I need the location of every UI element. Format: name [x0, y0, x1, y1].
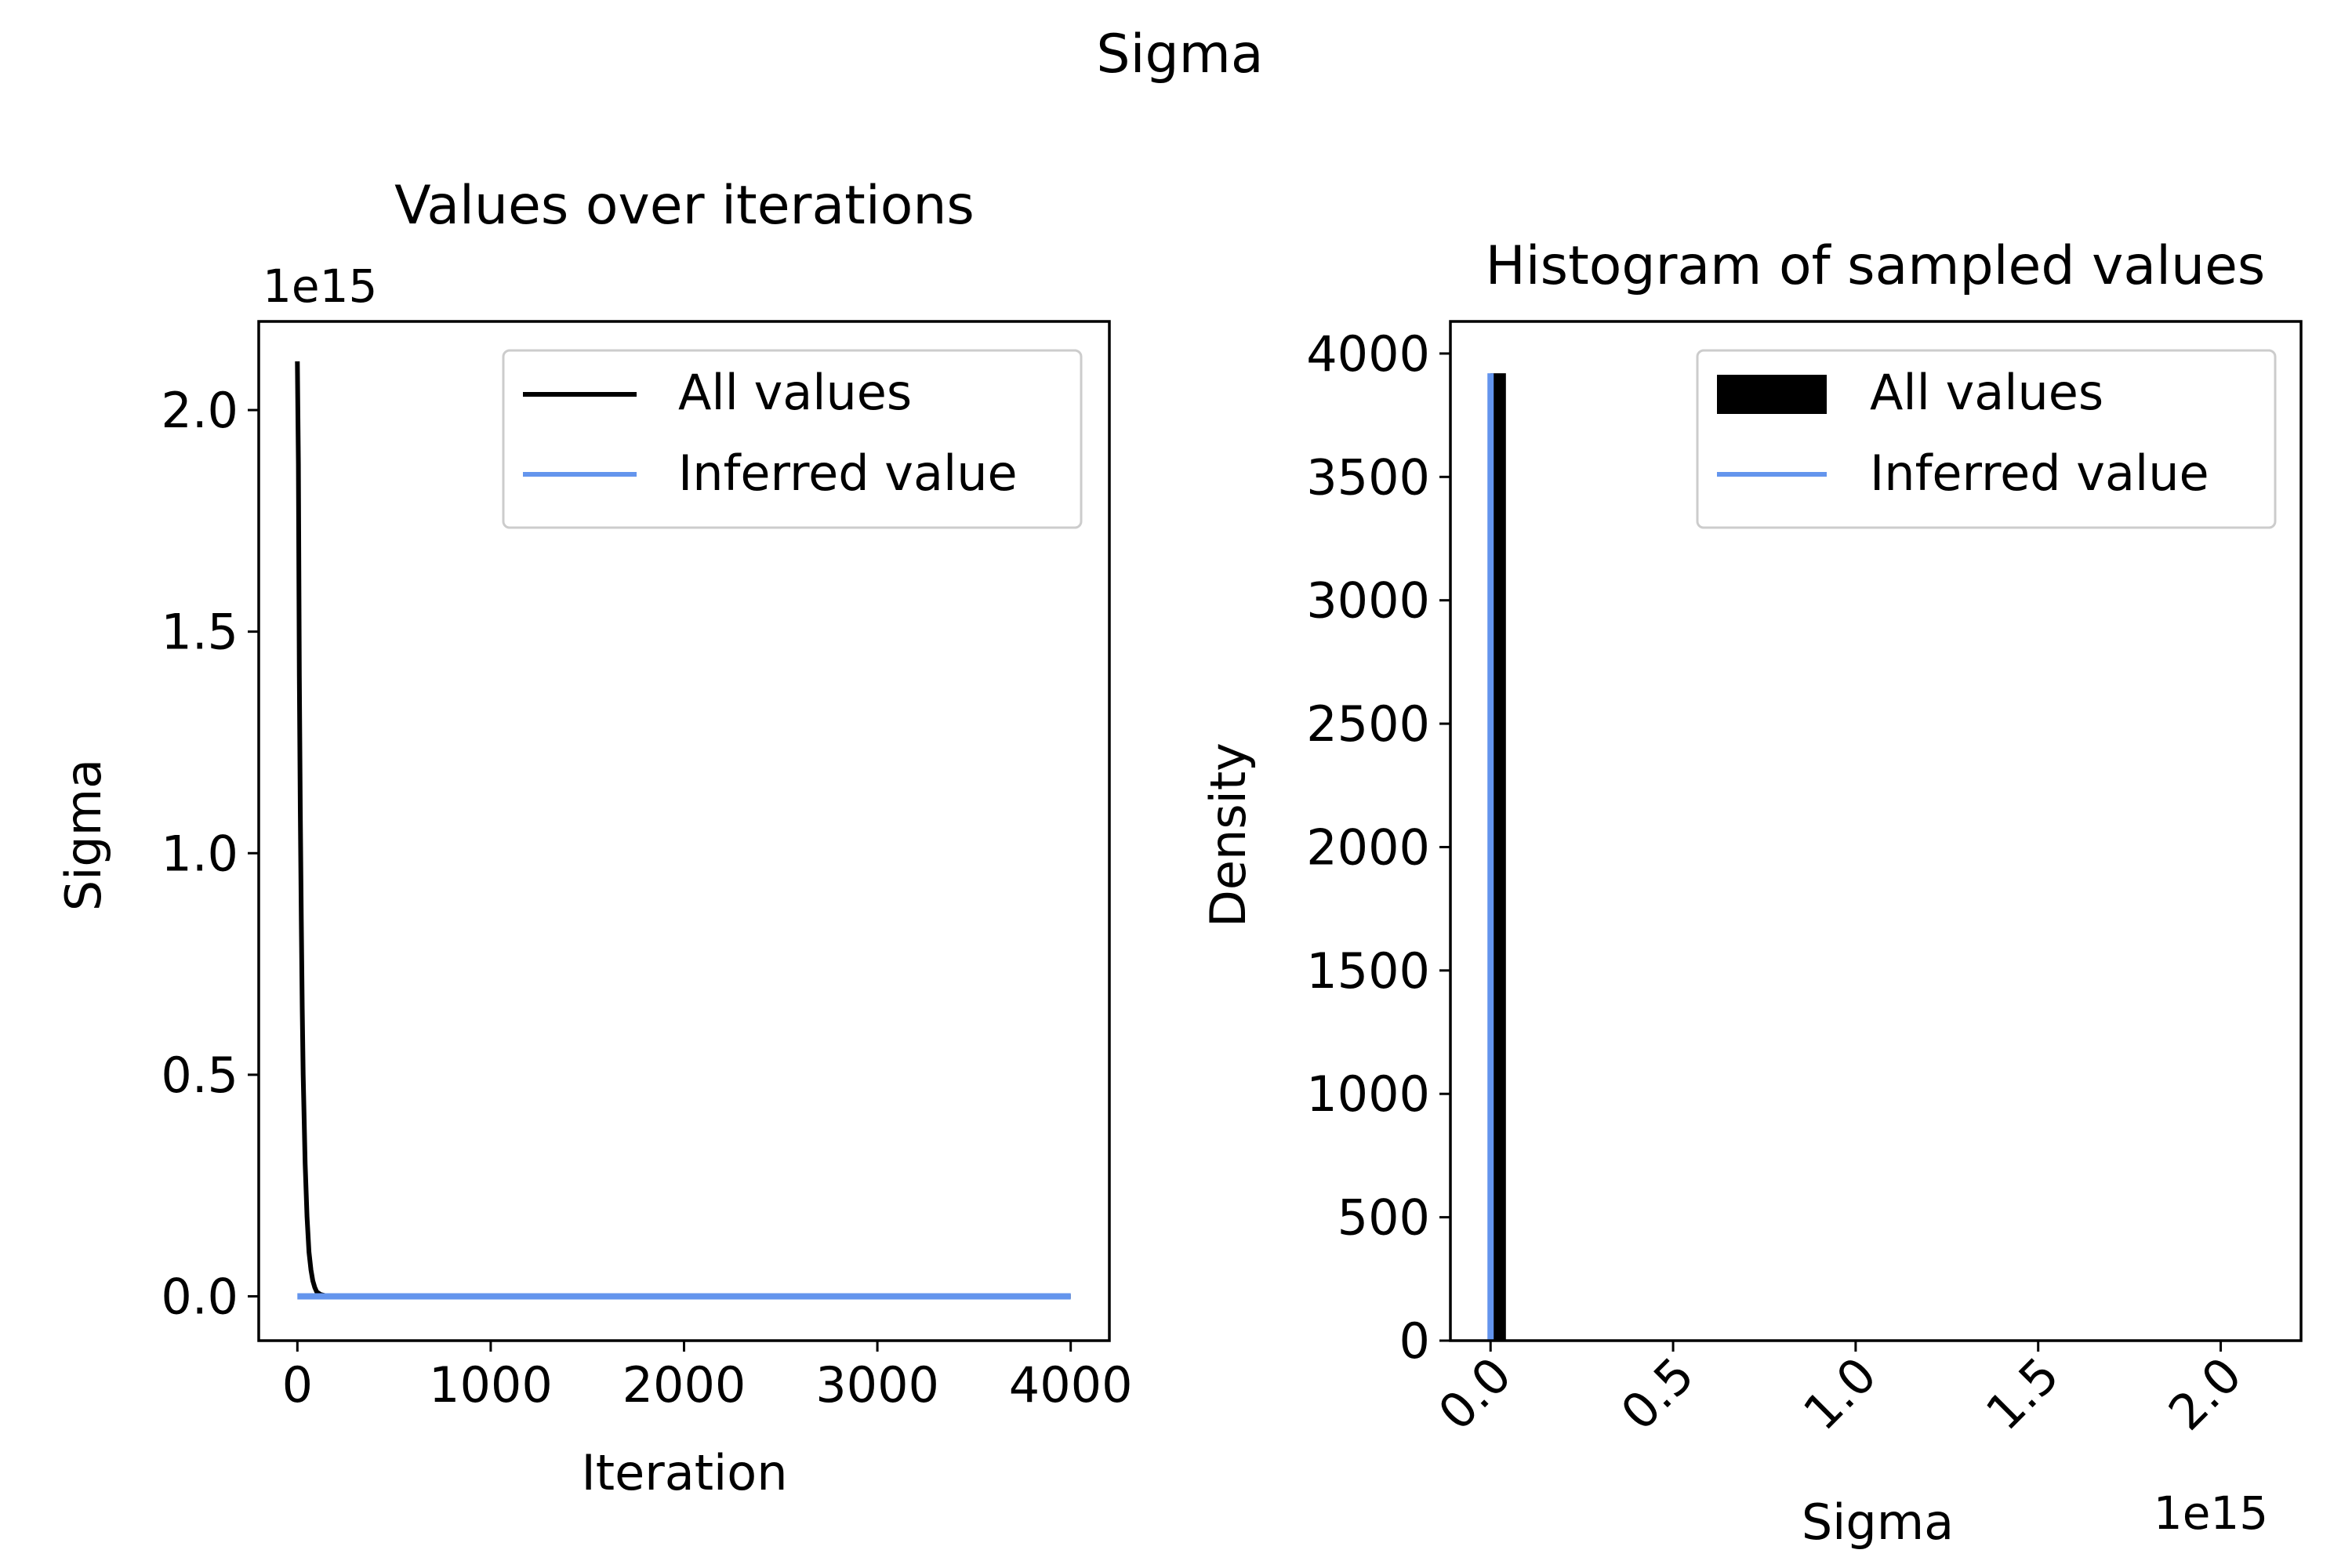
histogram-y-tick-label: 4000	[1306, 325, 1430, 383]
trace-plot-frame	[257, 320, 1111, 1342]
trace-plot-x-tick-label: 3000	[815, 1356, 939, 1414]
trace-plot-legend: All values Inferred value	[502, 349, 1083, 529]
trace-plot-x-tick-label: 1000	[429, 1356, 553, 1414]
trace-plot: Values over iterations 1e15 Iteration Si…	[55, 175, 1133, 1501]
trace-plot-legend-box	[502, 349, 1083, 529]
legend-patch-all-values	[1717, 375, 1827, 414]
histogram-y-tick-label: 3000	[1306, 572, 1430, 630]
trace-plot-ticks: 0 1000 2000 3000 4000 0.0 0.5 1.0 1.5 2.0	[161, 382, 1132, 1414]
histogram-y-tick-label: 2000	[1306, 818, 1430, 876]
trace-plot-y-tick-label: 1.0	[161, 825, 238, 882]
histogram-legend: All values Inferred value	[1696, 349, 2277, 529]
histogram-legend-label-all-values: All values	[1870, 364, 2103, 421]
histogram-x-offset: 1e15	[2154, 1486, 2268, 1540]
histogram-y-axis-label: Density	[1200, 742, 1257, 927]
histogram-bar	[1490, 373, 1506, 1341]
trace-plot-x-tick-label: 4000	[1009, 1356, 1133, 1414]
histogram-y-tick-label: 2500	[1306, 695, 1430, 753]
histogram-legend-label-inferred-value: Inferred value	[1870, 445, 2209, 502]
histogram-y-tick-label: 1500	[1306, 942, 1430, 1000]
trace-plot-y-offset: 1e15	[263, 260, 377, 313]
trace-plot-y-tick-label: 1.5	[161, 604, 238, 661]
histogram-y-tick-label: 0	[1399, 1312, 1430, 1370]
trace-plot-x-tick-label: 0	[282, 1356, 313, 1414]
trace-plot-data	[295, 361, 1071, 1300]
trace-plot-y-axis-label: Sigma	[55, 759, 112, 911]
trace-plot-y-tick-label: 2.0	[161, 382, 238, 439]
trace-plot-y-tick-label: 0.0	[161, 1268, 238, 1325]
histogram-x-axis-label: Sigma	[1802, 1494, 1954, 1551]
figure-title: Sigma	[1096, 24, 1263, 85]
histogram-title: Histogram of sampled values	[1486, 235, 2266, 297]
trace-plot-x-tick-label: 2000	[622, 1356, 746, 1414]
histogram-y-tick-label: 1000	[1306, 1065, 1430, 1123]
trace-plot-title: Values over iterations	[394, 175, 975, 237]
trace-plot-y-tick-label: 0.5	[161, 1047, 238, 1104]
histogram-frame	[1449, 320, 2303, 1342]
legend-label-all-values: All values	[678, 364, 912, 421]
histogram-y-tick-label: 3500	[1306, 448, 1430, 506]
legend-label-inferred-value: Inferred value	[678, 445, 1018, 502]
trace-plot-x-axis-label: Iteration	[582, 1444, 788, 1501]
histogram-legend-box	[1696, 349, 2277, 529]
histogram-y-tick-label: 500	[1338, 1189, 1430, 1247]
